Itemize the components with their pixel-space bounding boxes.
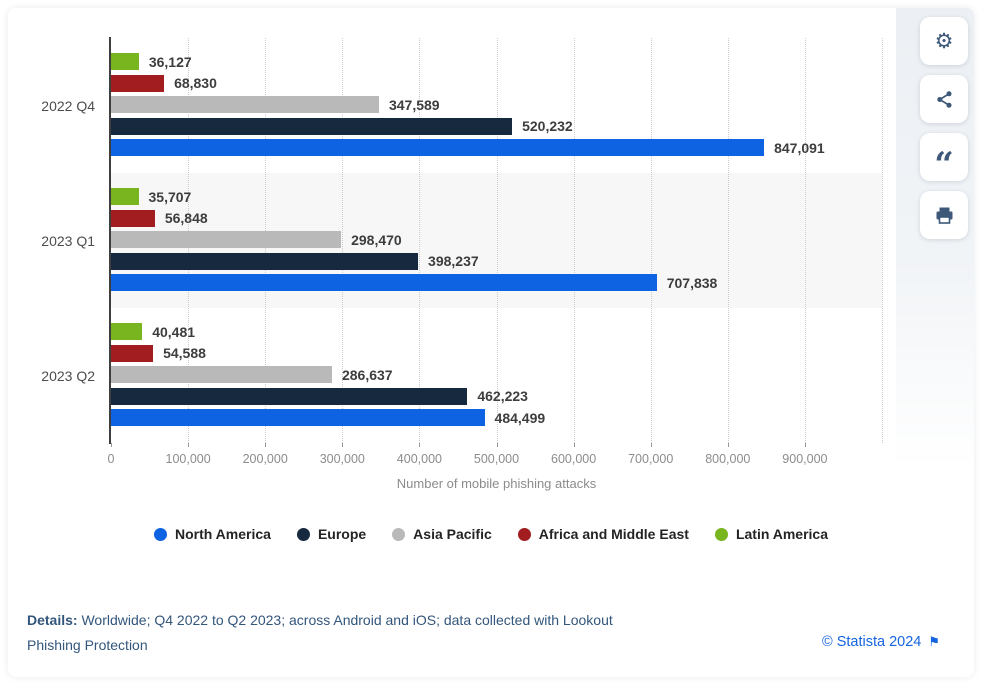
bar-asia-pacific[interactable] [111, 366, 332, 383]
printer-icon [935, 206, 954, 225]
tick-mark [727, 443, 729, 447]
bar-value-label: 462,223 [477, 388, 528, 404]
legend-label: Africa and Middle East [538, 526, 689, 542]
bar-asia-pacific[interactable] [111, 231, 342, 248]
x-axis-title: Number of mobile phishing attacks [396, 476, 597, 491]
bar-latin-america[interactable] [111, 188, 139, 205]
legend-item-europe[interactable]: Europe [296, 526, 367, 542]
statista-copyright-link[interactable]: © Statista 2024 ⚑ [822, 634, 940, 650]
tick-mark [342, 443, 344, 447]
legend-dot [392, 527, 406, 541]
legend-dot [296, 527, 310, 541]
bar-europe[interactable] [111, 117, 513, 135]
legend-dot [153, 527, 167, 541]
y-axis-line [109, 37, 111, 444]
tick-label: 700,000 [628, 452, 674, 466]
bar-value-label: 68,830 [174, 75, 217, 91]
bar-value-label: 847,091 [774, 139, 825, 156]
legend-item-latin-america[interactable]: Latin America [714, 526, 829, 542]
legend-dot [714, 527, 728, 541]
tick-mark [419, 443, 421, 447]
chart-card: 36,127 68,830 347,589 520,232 847,091 35,707 5… [8, 8, 974, 677]
details-body: Worldwide; Q4 2022 to Q2 2023; across An… [27, 612, 613, 653]
category-axis: 2022 Q4 2023 Q1 2023 Q2 [8, 38, 103, 443]
bar-north-america[interactable] [111, 274, 657, 291]
category-label: 2022 Q4 [41, 97, 95, 114]
gridline [650, 38, 652, 443]
legend: North America Europe Asia Pacific Africa an… [8, 526, 974, 542]
legend-label: Asia Pacific [413, 526, 492, 542]
details-text: Details: Worldwide; Q4 2022 to Q2 2023; … [27, 608, 639, 658]
details-label: Details: [27, 612, 78, 628]
gridline [804, 38, 806, 443]
legend-dot [517, 527, 531, 541]
gridline [496, 38, 498, 443]
bar-africa-and-middle-east[interactable] [111, 74, 165, 92]
chart-toolbar: ⚙ “ [920, 17, 968, 239]
tick-mark [265, 443, 267, 447]
tick-mark [188, 443, 190, 447]
bar-latin-america[interactable] [111, 53, 139, 70]
bar-value-label: 707,838 [666, 274, 718, 291]
tick-mark [804, 443, 806, 447]
tick-label: 400,000 [396, 452, 442, 466]
bar-value-label: 484,499 [494, 409, 546, 426]
bar-north-america[interactable] [111, 409, 485, 426]
gridline [342, 38, 344, 443]
gridline [419, 38, 421, 443]
tick-label: 200,000 [242, 452, 288, 466]
settings-button[interactable]: ⚙ [920, 17, 968, 65]
bar-value-label: 54,588 [163, 345, 206, 361]
flag-icon: ⚑ [928, 634, 940, 650]
legend-item-asia-pacific[interactable]: Asia Pacific [392, 526, 492, 542]
legend-label: North America [174, 526, 271, 542]
tick-label: 800,000 [705, 452, 751, 466]
bar-asia-pacific[interactable] [111, 96, 379, 113]
bar-latin-america[interactable] [111, 323, 143, 340]
bar-value-label: 40,481 [152, 323, 196, 340]
plot-area: 36,127 68,830 347,589 520,232 847,091 35,707 5… [109, 37, 883, 444]
tick-label: 0 [107, 452, 115, 466]
bar-value-label: 398,237 [428, 253, 479, 269]
share-button[interactable] [920, 75, 968, 123]
legend-label: Europe [317, 526, 367, 542]
bar-value-label: 35,707 [148, 188, 192, 205]
x-axis-ticks: 0 100,000 200,000 300,000 400,000 500,000 600,… [107, 443, 882, 473]
gridline [727, 38, 729, 443]
gridline [882, 38, 883, 443]
tick-label: 600,000 [551, 452, 597, 466]
legend-label: Latin America [735, 526, 829, 542]
legend-item-north-america[interactable]: North America [153, 526, 271, 542]
category-label: 2023 Q2 [41, 367, 95, 384]
category-label: 2023 Q1 [41, 232, 95, 249]
bar-value-label: 298,470 [351, 231, 402, 248]
gridline [573, 38, 575, 443]
bar-north-america[interactable] [111, 139, 765, 156]
bar-value-label: 286,637 [341, 366, 393, 383]
bar-africa-and-middle-east[interactable] [111, 344, 154, 362]
cite-button[interactable]: “ [920, 133, 968, 181]
tick-label: 500,000 [473, 452, 520, 466]
tick-label: 300,000 [319, 452, 365, 466]
bar-europe[interactable] [111, 252, 419, 270]
tick-mark [573, 443, 575, 447]
quote-icon: “ [934, 144, 954, 185]
print-button[interactable] [920, 191, 968, 239]
copyright-text: © Statista 2024 [821, 634, 922, 650]
bar-value-label: 520,232 [522, 118, 573, 134]
legend-item-africa-and-middle-east[interactable]: Africa and Middle East [517, 526, 689, 542]
bar-value-label: 36,127 [148, 53, 192, 70]
tick-mark [111, 443, 112, 447]
bar-africa-and-middle-east[interactable] [111, 209, 155, 227]
tick-mark [650, 443, 652, 447]
bar-europe[interactable] [111, 387, 468, 405]
tick-label: 100,000 [165, 452, 211, 466]
bar-value-label: 56,848 [164, 210, 208, 226]
bar-value-label: 347,589 [388, 96, 440, 113]
share-icon [935, 90, 954, 109]
tick-label: 900,000 [782, 452, 828, 466]
gear-icon: ⚙ [934, 28, 954, 53]
tick-mark [496, 443, 498, 447]
